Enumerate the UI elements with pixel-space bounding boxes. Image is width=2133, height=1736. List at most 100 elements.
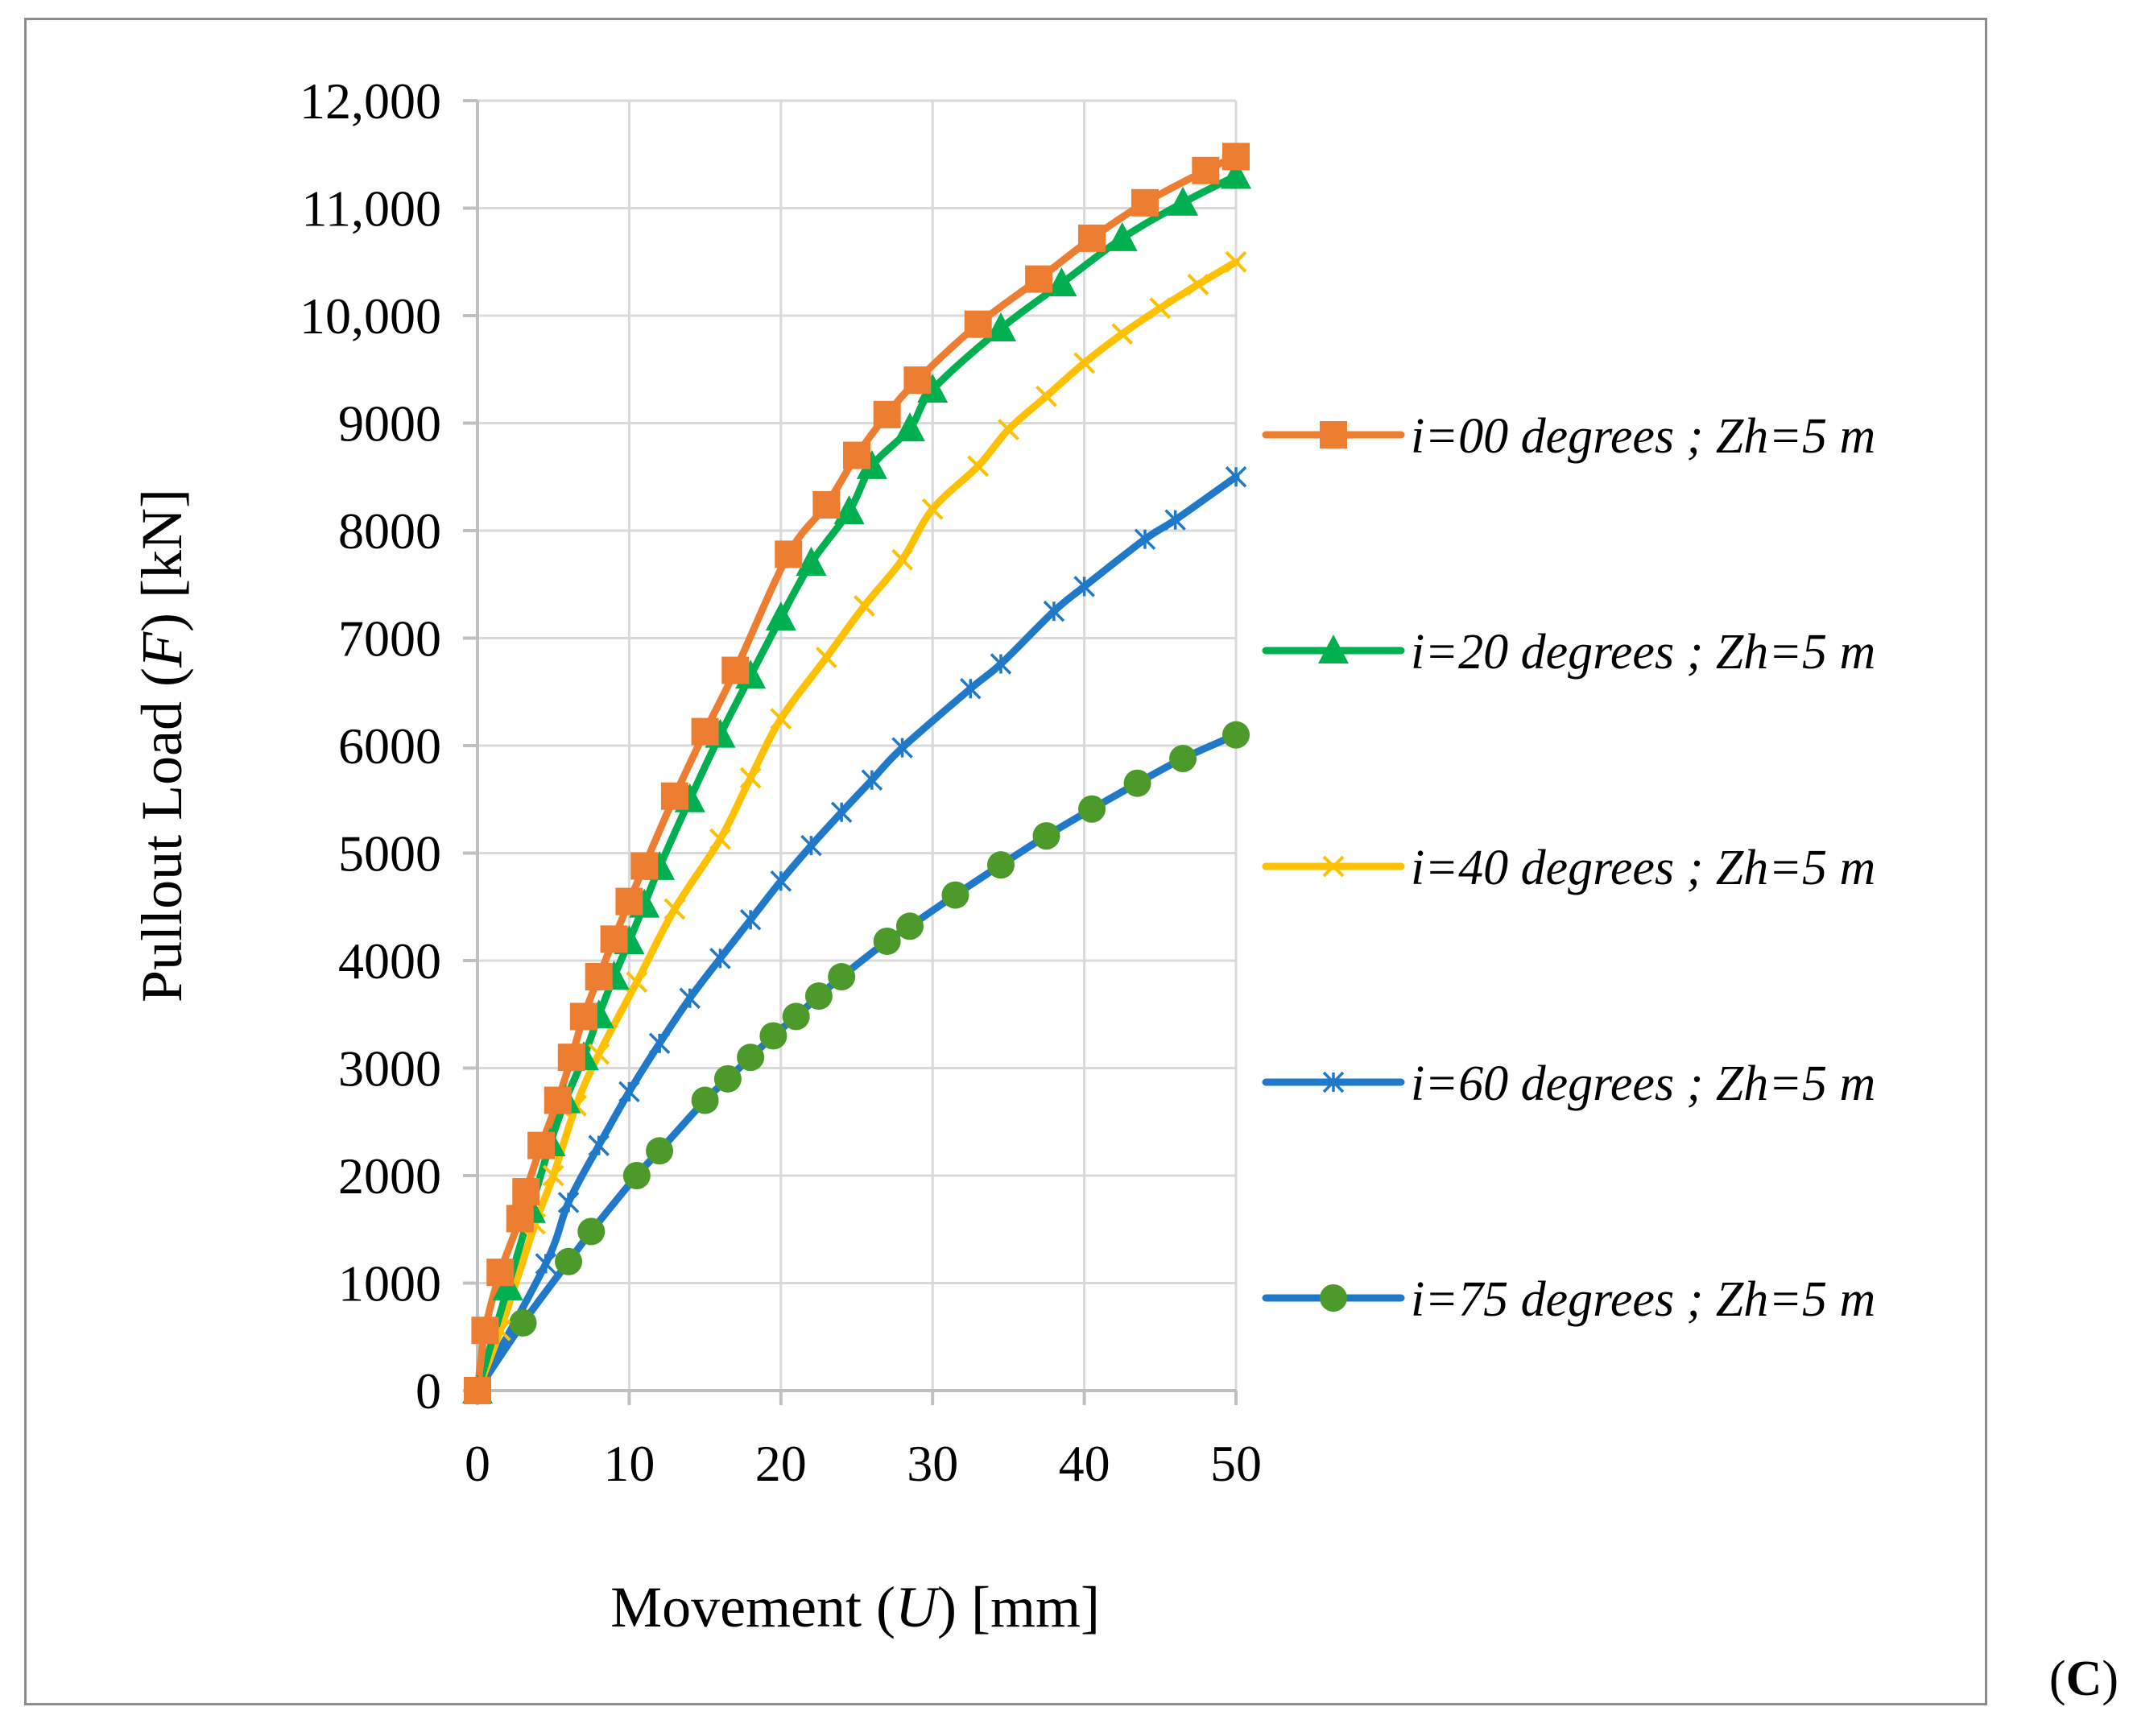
- y-tick-label: 0: [415, 1362, 441, 1420]
- y-tick-label: 9000: [338, 395, 441, 453]
- data-point-series-3: [663, 898, 686, 920]
- data-point-series-5: [646, 1137, 674, 1165]
- panel-label: (C): [2048, 1651, 2119, 1706]
- data-point-series-2: [765, 601, 796, 631]
- legend-label: i=00 degrees ; Zh=5 m: [1411, 409, 1875, 464]
- x-tick-label: 20: [755, 1435, 807, 1492]
- data-point-series-1: [486, 1259, 515, 1287]
- data-point-series-1: [691, 717, 719, 746]
- y-tick-label: 12,000: [300, 72, 441, 130]
- data-point-series-1: [464, 1377, 491, 1404]
- data-point-series-3: [542, 1164, 564, 1187]
- legend-item-4: i=60 degrees ; Zh=5 m: [1262, 1056, 1875, 1111]
- data-point-series-5: [737, 1044, 765, 1072]
- data-point-series-1: [1078, 224, 1106, 252]
- x-axis-title: Movement (U) [mm]: [610, 1575, 1100, 1639]
- data-point-series-1: [775, 540, 803, 568]
- y-tick-label: 10,000: [300, 287, 441, 345]
- data-point-series-1: [506, 1205, 534, 1233]
- legend-marker: [1320, 1284, 1347, 1312]
- data-point-series-5: [509, 1308, 537, 1337]
- data-point-series-5: [555, 1247, 583, 1275]
- data-point-series-4: [770, 870, 792, 892]
- data-point-series-4: [557, 1192, 580, 1213]
- data-point-series-1: [660, 782, 688, 810]
- data-point-series-1: [512, 1178, 540, 1206]
- data-point-series-2: [894, 412, 925, 442]
- data-point-series-3: [891, 548, 913, 571]
- data-point-series-5: [828, 963, 856, 991]
- series-line-2: [473, 172, 1240, 1395]
- data-point-series-1: [527, 1131, 556, 1159]
- data-point-series-5: [691, 1086, 719, 1114]
- data-point-series-2: [917, 374, 949, 403]
- data-point-series-4: [1043, 600, 1065, 622]
- data-point-series-5: [873, 927, 901, 955]
- data-point-series-3: [1187, 273, 1209, 296]
- data-point-series-4: [679, 987, 701, 1009]
- data-point-series-1: [630, 852, 659, 880]
- data-point-series-1: [964, 310, 992, 338]
- data-point-series-1: [721, 656, 750, 684]
- data-point-series-4: [709, 948, 731, 969]
- y-tick-labels: 0 1000 2000 3000 4000 5000 6000 7000 8000 9000 10,…: [300, 72, 441, 1420]
- y-tick-label: 11,000: [301, 180, 441, 238]
- data-point-series-5: [1032, 822, 1060, 850]
- data-point-series-3: [1149, 297, 1172, 320]
- legend-marker: [1320, 421, 1347, 448]
- data-point-series-1: [471, 1316, 499, 1345]
- data-point-series-2: [1221, 159, 1251, 189]
- data-point-series-1: [585, 963, 613, 991]
- data-point-series-5: [1169, 745, 1197, 773]
- data-point-series-3: [1073, 352, 1096, 374]
- data-point-series-5: [986, 851, 1015, 879]
- data-point-series-3: [815, 647, 837, 668]
- legend-marker: [1318, 634, 1349, 663]
- data-point-series-5: [713, 1064, 742, 1093]
- legend-label: i=20 degrees ; Zh=5 m: [1411, 625, 1875, 680]
- data-point-series-2: [856, 449, 887, 479]
- data-point-series-5: [782, 1002, 810, 1031]
- data-point-series-4: [1164, 509, 1186, 531]
- y-tick-label: 8000: [338, 502, 441, 560]
- data-point-series-1: [1025, 265, 1053, 293]
- legend-item-5: i=75 degrees ; Zh=5 m: [1262, 1272, 1875, 1327]
- data-point-series-1: [1192, 156, 1220, 184]
- series-markers: [462, 143, 1251, 1404]
- data-point-series-1: [1222, 143, 1250, 171]
- data-point-series-1: [873, 400, 901, 428]
- data-point-series-3: [997, 419, 1019, 440]
- legend-label: i=60 degrees ; Zh=5 m: [1411, 1056, 1875, 1111]
- legend: i=00 degrees ; Zh=5 m i=20 degrees ; Zh=5…: [1262, 409, 1875, 1327]
- data-point-series-4: [1073, 576, 1095, 597]
- data-point-series-5: [577, 1217, 606, 1246]
- data-point-series-1: [544, 1086, 572, 1114]
- legend-item-2: i=20 degrees ; Zh=5 m: [1262, 625, 1875, 680]
- legend-marker: [1322, 855, 1345, 878]
- data-point-series-3: [1035, 385, 1057, 407]
- y-tick-label: 4000: [338, 932, 441, 990]
- data-point-series-1: [903, 366, 932, 395]
- data-point-series-3: [770, 708, 792, 730]
- data-point-series-5: [895, 912, 924, 940]
- data-point-series-2: [796, 547, 827, 577]
- data-point-series-3: [921, 498, 944, 520]
- gridlines: [477, 99, 1238, 1391]
- data-point-series-2: [1168, 186, 1199, 216]
- y-tick-label: 1000: [338, 1255, 441, 1312]
- data-point-series-4: [588, 1135, 610, 1156]
- data-point-series-1: [569, 1002, 597, 1031]
- x-tick-labels: 0 10 20 30 40 50: [465, 1435, 1262, 1492]
- data-point-series-2: [1046, 267, 1077, 296]
- series-line-1: [473, 152, 1240, 1395]
- data-point-series-3: [967, 455, 990, 477]
- data-point-series-1: [812, 490, 841, 519]
- data-point-series-5: [804, 982, 833, 1011]
- y-tick-label: 2000: [338, 1147, 441, 1205]
- data-point-series-2: [1106, 221, 1138, 251]
- data-point-series-2: [833, 494, 865, 524]
- y-tick-label: 3000: [338, 1040, 441, 1097]
- data-point-series-3: [1225, 250, 1247, 273]
- data-point-series-1: [557, 1044, 585, 1072]
- data-point-series-4: [800, 834, 822, 857]
